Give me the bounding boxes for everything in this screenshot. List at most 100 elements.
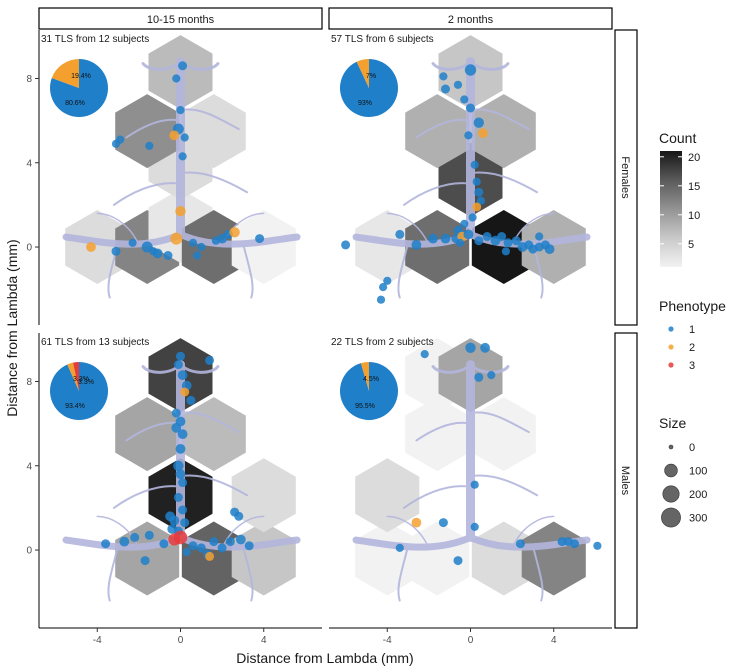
x-tick-label: 4	[551, 635, 557, 646]
data-point-phenotype-2	[478, 128, 488, 139]
data-point-phenotype-1	[101, 539, 111, 549]
data-point-phenotype-1	[476, 196, 485, 205]
data-point-phenotype-2	[411, 517, 422, 528]
data-point-phenotype-1	[130, 532, 140, 542]
data-point-phenotype-1	[196, 543, 206, 553]
data-point-phenotype-1	[180, 133, 189, 142]
data-point-phenotype-3	[168, 533, 181, 546]
data-point-phenotype-1	[171, 408, 181, 418]
size-legend-title: Size	[659, 415, 686, 431]
data-point-phenotype-1	[177, 370, 188, 380]
vessel-branch	[125, 118, 182, 139]
data-point-phenotype-1	[205, 355, 215, 365]
panel-annotation: 22 TLS from 2 subjects	[331, 337, 434, 348]
count-tick-label: 5	[688, 239, 694, 251]
data-point-phenotype-1	[172, 74, 181, 83]
data-point-phenotype-1	[178, 505, 188, 515]
data-point-phenotype-1	[217, 543, 227, 553]
vessel-branch	[112, 182, 182, 206]
data-point-phenotype-1	[470, 480, 479, 489]
data-point-phenotype-1	[175, 469, 186, 480]
hex-bin	[355, 458, 420, 533]
panel-1: 80.6% 19.4% 31 TLS from 12 subjects	[39, 30, 322, 325]
data-point-phenotype-1	[535, 232, 544, 241]
vessel-branch	[179, 108, 240, 131]
phenotype-key	[668, 344, 674, 350]
phenotype-legend: Phenotype 1 2 3	[659, 298, 726, 372]
vessel-branch	[241, 545, 254, 602]
hex-bin	[405, 397, 470, 472]
vessel-branch	[179, 474, 249, 497]
size-key	[662, 485, 680, 503]
facet-row-label-1: Females	[619, 156, 631, 199]
pie-chart: 80.6% 19.4%	[50, 59, 109, 117]
vessel-branch	[397, 545, 410, 602]
data-point-phenotype-1	[395, 229, 405, 239]
data-point-phenotype-1	[480, 342, 490, 353]
data-point-phenotype-2	[229, 227, 240, 238]
hex-bin	[181, 210, 246, 284]
data-point-phenotype-1	[470, 160, 479, 169]
data-point-phenotype-1	[456, 238, 465, 247]
data-point-phenotype-1	[341, 240, 351, 250]
data-point-phenotype-1	[235, 534, 246, 545]
vessel-branch	[469, 171, 539, 194]
vessel-branch	[179, 363, 220, 374]
vessel-branch	[415, 118, 472, 139]
data-point-phenotype-1	[144, 530, 154, 540]
vessel-branch	[141, 60, 182, 71]
phenotype-key	[668, 362, 674, 368]
hex-bin	[471, 210, 536, 284]
size-label: 0	[689, 442, 695, 454]
data-point-phenotype-1	[152, 248, 163, 259]
count-tick-label: 20	[688, 152, 700, 164]
hex-bin	[405, 210, 470, 284]
hex-bin	[115, 94, 180, 169]
data-point-phenotype-1	[176, 106, 185, 115]
vessel-branch	[241, 242, 254, 299]
pie-label: 19.4%	[71, 73, 91, 80]
data-point-phenotype-1	[453, 556, 463, 566]
pie-label: 93.4%	[65, 403, 85, 410]
size-label: 100	[689, 466, 707, 478]
phenotype-legend-items: 1 2 3	[668, 324, 695, 372]
vessel-branch	[402, 485, 472, 509]
data-point-phenotype-1	[438, 518, 448, 528]
vessel-branch	[531, 545, 544, 602]
phenotype-label: 2	[689, 342, 695, 354]
hex-bin	[231, 458, 296, 533]
facet-row-label-2: Males	[619, 466, 631, 496]
hex-bin	[181, 94, 246, 169]
data-point-phenotype-1	[178, 152, 187, 161]
data-point-phenotype-1	[383, 276, 392, 285]
vessel-branch	[469, 108, 530, 131]
y-tick-label: 0	[26, 546, 32, 557]
data-point-phenotype-1	[119, 536, 130, 547]
data-point-phenotype-1	[593, 541, 602, 550]
panel-3: 93.4% 3.3%3.3% 61 TLS from 13 subjects	[39, 333, 322, 628]
vessel-branch	[386, 212, 430, 246]
size-label: 200	[689, 489, 707, 501]
panel-4: 95.5% 4.5% 22 TLS from 2 subjects	[329, 333, 612, 628]
size-legend-items: 0 100 200 300	[661, 442, 707, 528]
vessel-branch	[469, 411, 530, 434]
data-point-phenotype-1	[515, 539, 525, 549]
data-point-phenotype-1	[487, 371, 496, 380]
data-point-phenotype-1	[176, 351, 185, 361]
data-point-phenotype-1	[180, 518, 190, 528]
data-point-phenotype-1	[175, 444, 186, 454]
vessel-branch	[96, 212, 140, 246]
pie-label: 3.3%	[73, 376, 89, 383]
data-point-phenotype-1	[225, 537, 235, 547]
data-point-phenotype-1	[464, 131, 473, 140]
facet-col-label-2: 2 months	[448, 14, 494, 26]
vessel-branch	[402, 182, 472, 206]
data-point-phenotype-1	[464, 64, 477, 76]
data-point-phenotype-1	[178, 61, 188, 71]
pie-label: 93%	[358, 100, 372, 107]
count-colorbar	[660, 151, 682, 267]
vessel-branch	[469, 474, 539, 497]
panel-annotation: 61 TLS from 13 subjects	[41, 337, 149, 348]
pie-slice	[356, 59, 369, 88]
